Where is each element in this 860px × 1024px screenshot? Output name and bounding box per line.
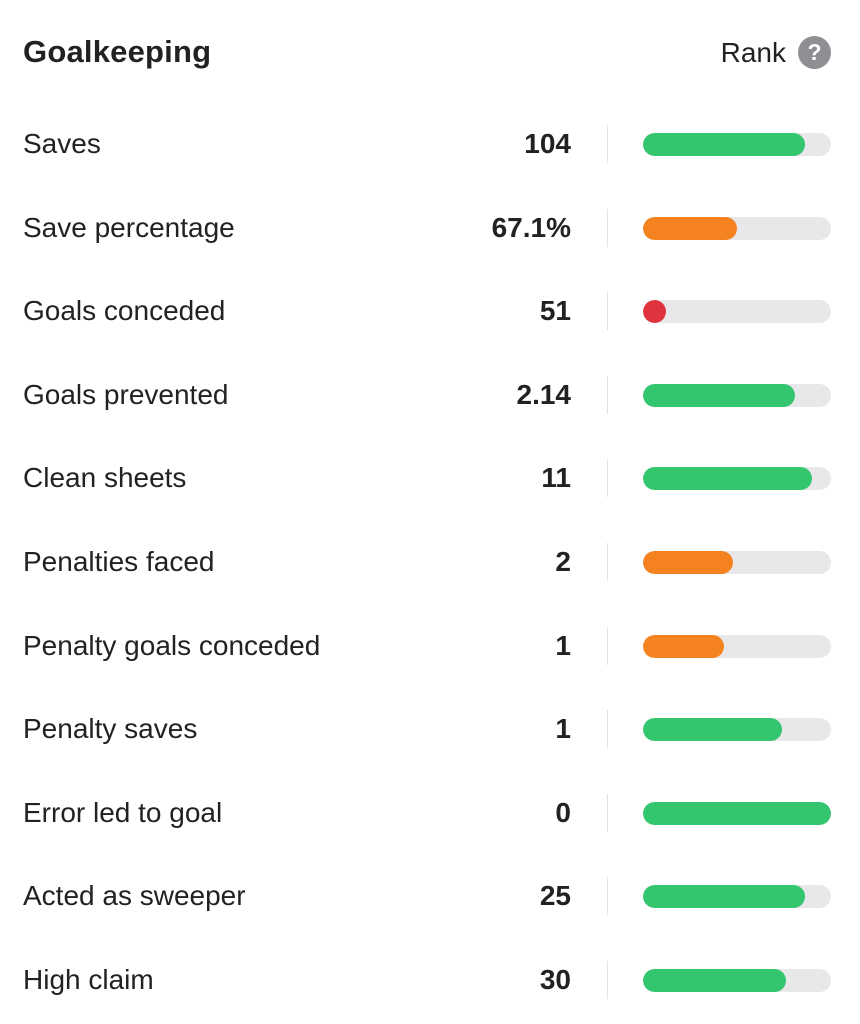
stat-value: 1: [555, 713, 571, 745]
stat-value: 11: [541, 462, 571, 494]
stat-row-clean-sheets: Clean sheets 11: [0, 436, 860, 520]
stat-row-goals-prevented: Goals prevented 2.14: [0, 353, 860, 437]
stat-label: High claim: [23, 963, 154, 995]
rank-bar-fill: [643, 133, 805, 156]
stat-row-goals-conceded: Goals conceded 51: [0, 269, 860, 353]
divider: [607, 542, 608, 581]
stat-row-saves: Saves 104: [0, 102, 860, 186]
divider: [607, 793, 608, 832]
rank-bar-track: [643, 968, 831, 992]
rank-bar-track: [643, 550, 831, 574]
stat-label: Penalties faced: [23, 545, 215, 577]
divider: [607, 459, 608, 498]
rank-bar-fill: [643, 634, 724, 658]
divider: [607, 877, 608, 916]
rank-bar-track: [643, 634, 831, 658]
stat-label: Penalty goals conceded: [23, 629, 321, 661]
stats-list: Saves 104 Save percentage 67.1% Goals co…: [0, 102, 860, 1022]
rank-bar-fill: [643, 968, 786, 992]
divider: [607, 292, 608, 331]
stat-row-penalty-saves: Penalty saves 1: [0, 687, 860, 771]
stat-value: 1: [555, 629, 571, 661]
rank-bar-track: [643, 383, 831, 407]
divider: [607, 960, 608, 999]
stat-row-acted-as-sweeper: Acted as sweeper 25: [0, 854, 860, 938]
rank-bar-track: [643, 885, 831, 909]
rank-bar-track: [643, 467, 831, 491]
rank-bar-fill: [643, 550, 734, 574]
stat-value: 30: [539, 963, 571, 995]
section-title: Goalkeeping: [23, 34, 212, 69]
rank-bar-track: [643, 216, 831, 240]
stat-value: 51: [539, 295, 571, 327]
stat-label: Clean sheets: [23, 462, 187, 494]
section-header: Goalkeeping Rank ?: [0, 0, 860, 104]
stat-value: 104: [524, 128, 571, 159]
stat-value: 25: [539, 880, 571, 912]
rank-label: Rank: [720, 36, 786, 68]
stat-label: Goals conceded: [23, 295, 226, 327]
rank-bar-track: [643, 718, 831, 742]
rank-bar-fill: [643, 718, 783, 742]
rank-bar-fill: [643, 467, 813, 491]
stat-row-penalties-faced: Penalties faced 2: [0, 520, 860, 604]
rank-bar-fill: [643, 383, 796, 407]
stat-label: Goals prevented: [23, 378, 229, 410]
divider: [607, 375, 608, 414]
rank-bar-track: [643, 300, 831, 324]
stat-label: Saves: [23, 128, 101, 159]
rank-bar-track: [643, 801, 831, 825]
stat-row-high-claim: High claim 30: [0, 938, 860, 1022]
stat-value: 0: [555, 796, 571, 828]
rank-bar-fill: [643, 216, 737, 240]
divider: [607, 208, 608, 247]
question-mark-icon[interactable]: ?: [798, 36, 831, 69]
stat-row-error-led-to-goal: Error led to goal 0: [0, 771, 860, 855]
divider: [607, 710, 608, 749]
stat-label: Save percentage: [23, 211, 235, 243]
stat-row-save-percentage: Save percentage 67.1%: [0, 186, 860, 270]
rank-help-button[interactable]: Rank ?: [721, 36, 831, 69]
stat-label: Penalty saves: [23, 713, 198, 745]
rank-bar-fill: [643, 885, 805, 909]
stat-label: Error led to goal: [23, 796, 223, 828]
divider: [607, 125, 608, 163]
stat-value: 2.14: [516, 378, 572, 410]
rank-bar-track: [643, 133, 831, 156]
stat-value: 67.1%: [491, 211, 571, 243]
stat-value: 2: [555, 545, 571, 577]
divider: [607, 626, 608, 665]
stat-row-penalty-goals-conceded: Penalty goals conceded 1: [0, 604, 860, 688]
rank-bar-fill: [643, 300, 666, 324]
rank-bar-fill: [643, 801, 831, 825]
stat-label: Acted as sweeper: [23, 880, 246, 912]
